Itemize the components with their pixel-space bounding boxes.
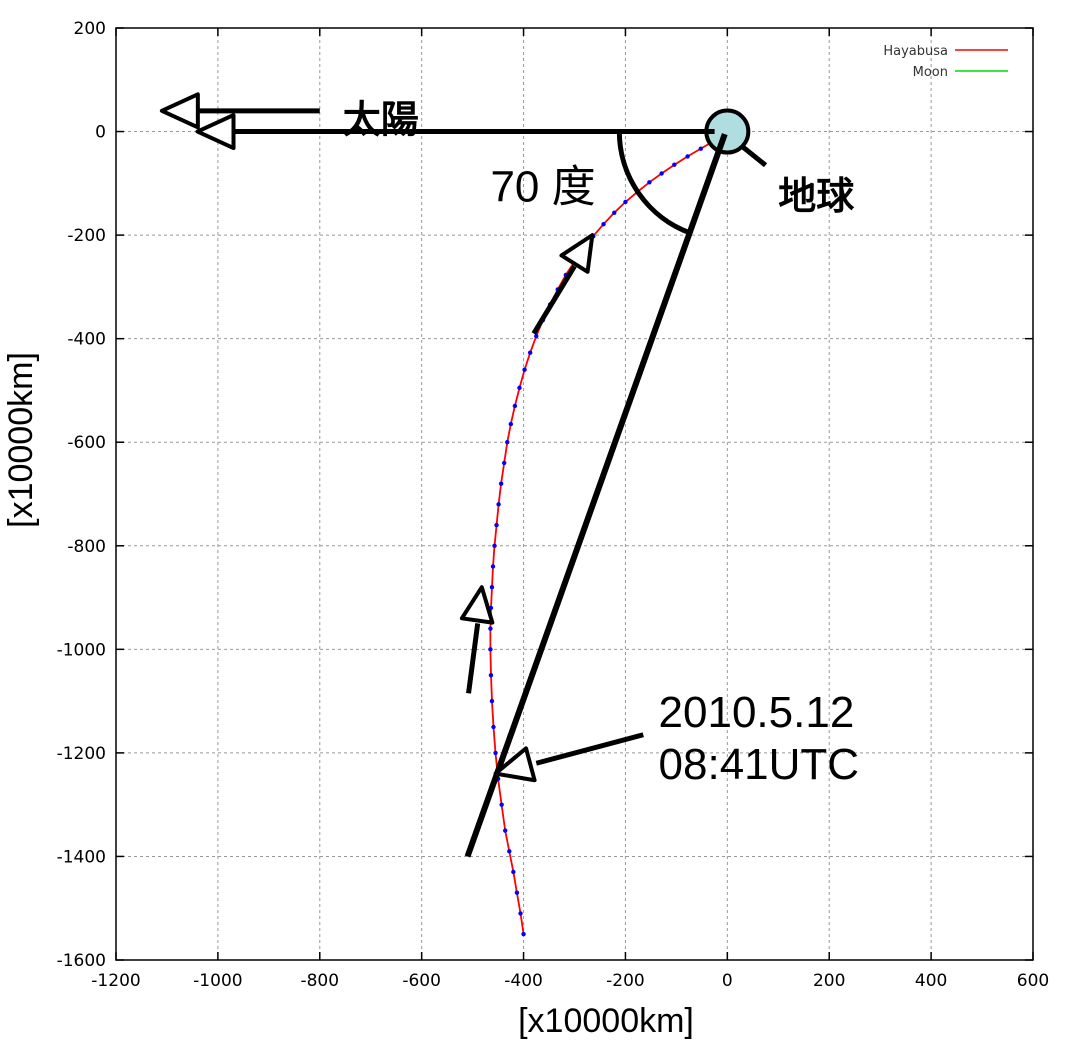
- x-tick-label: 200: [813, 971, 845, 991]
- data-point-hayabusa: [507, 849, 512, 854]
- data-point-hayabusa: [492, 543, 497, 548]
- plot-frame: [115, 27, 1034, 961]
- date-pointer-head: [493, 746, 537, 783]
- y-tick-label: -1000: [57, 640, 106, 660]
- data-point-hayabusa: [612, 210, 617, 216]
- data-point-hayabusa: [623, 199, 628, 205]
- data-point-hayabusa: [527, 350, 533, 355]
- x-tick-label: 0: [722, 971, 733, 991]
- y-axis-title: [x10000km]: [2, 352, 40, 528]
- angle-arc: [616, 131, 692, 236]
- data-point-hayabusa: [672, 162, 677, 167]
- sun-label: 太陽: [343, 98, 419, 142]
- x-axis-title: [x10000km]: [518, 1002, 694, 1040]
- legend: Hayabusa Moon: [883, 44, 1008, 80]
- data-point-hayabusa: [501, 460, 507, 466]
- x-tick-label: -1000: [193, 971, 242, 991]
- date-label-line2: 08:41UTC: [659, 740, 860, 789]
- data-point-hayabusa: [534, 333, 539, 339]
- data-point-hayabusa: [521, 931, 526, 937]
- y-tick-label: 200: [74, 19, 106, 39]
- sun-arrow-head-upper: [159, 92, 200, 130]
- data-point-hayabusa: [659, 171, 664, 176]
- motion-arrow-upper-head: [559, 233, 595, 274]
- y-tick-label: -1200: [57, 744, 106, 764]
- data-point-hayabusa: [512, 403, 518, 409]
- x-tick-label: 600: [1017, 971, 1049, 991]
- direction-70-line: [464, 133, 728, 858]
- x-tick-label: 400: [915, 971, 947, 991]
- x-tick-label: -800: [300, 971, 339, 991]
- data-point-hayabusa: [505, 440, 510, 445]
- y-tick-label: -200: [67, 226, 106, 246]
- data-point-hayabusa: [698, 146, 704, 151]
- data-point-hayabusa: [494, 522, 499, 528]
- data-point-hayabusa: [488, 673, 494, 678]
- date-pointer-line: [535, 732, 644, 766]
- data-point-hayabusa: [499, 802, 504, 807]
- data-point-hayabusa: [488, 626, 493, 631]
- data-point-hayabusa: [491, 724, 496, 730]
- y-tick-label: -800: [67, 537, 106, 557]
- date-label-line1: 2010.5.12: [659, 688, 855, 737]
- motion-arrow-upper-line: [531, 264, 577, 335]
- y-tick-label: -1400: [57, 847, 106, 867]
- motion-arrow-lower-line: [466, 623, 481, 694]
- data-point-hayabusa: [685, 154, 690, 159]
- legend-label-hayabusa: Hayabusa: [883, 44, 948, 59]
- data-point-hayabusa: [493, 750, 498, 756]
- data-point-hayabusa: [518, 911, 523, 916]
- y-tick-label: -1600: [57, 951, 106, 971]
- y-tick-label: 0: [95, 123, 106, 143]
- x-tick-label: -1200: [91, 971, 140, 991]
- x-tick-label: -600: [402, 971, 441, 991]
- x-tick-label: -400: [504, 971, 543, 991]
- data-point-hayabusa: [517, 385, 522, 391]
- y-tick-label: -400: [67, 330, 106, 350]
- data-point-hayabusa: [511, 869, 516, 875]
- data-point-hayabusa: [647, 180, 652, 185]
- data-point-hayabusa: [496, 502, 501, 507]
- axes-layer: -1200 -1000 -800 -600 -400 -200 0 200 400 600 200 0…: [57, 19, 1050, 991]
- motion-arrow-lower-head: [459, 585, 495, 625]
- data-point-hayabusa: [522, 367, 527, 372]
- angle-label: 70 度: [490, 162, 595, 211]
- earth-pointer-line: [740, 144, 768, 168]
- legend-label-moon: Moon: [913, 65, 948, 80]
- data-point-hayabusa: [489, 585, 495, 590]
- data-point-hayabusa: [498, 481, 504, 486]
- data-point-hayabusa: [489, 698, 495, 704]
- data-point-hayabusa: [488, 647, 493, 652]
- sun-arrow-head-lower: [195, 113, 236, 151]
- x-tick-label: -200: [606, 971, 645, 991]
- data-point-hayabusa: [490, 564, 496, 569]
- data-point-hayabusa: [514, 890, 520, 895]
- y-tick-label: -600: [67, 433, 106, 453]
- earth-label: 地球: [778, 174, 855, 218]
- series-line-hayabusa: [489, 133, 726, 935]
- data-point-hayabusa: [601, 222, 606, 227]
- data-point-hayabusa: [508, 421, 514, 427]
- grid-layer: [116, 28, 1033, 960]
- data-point-hayabusa: [503, 828, 508, 833]
